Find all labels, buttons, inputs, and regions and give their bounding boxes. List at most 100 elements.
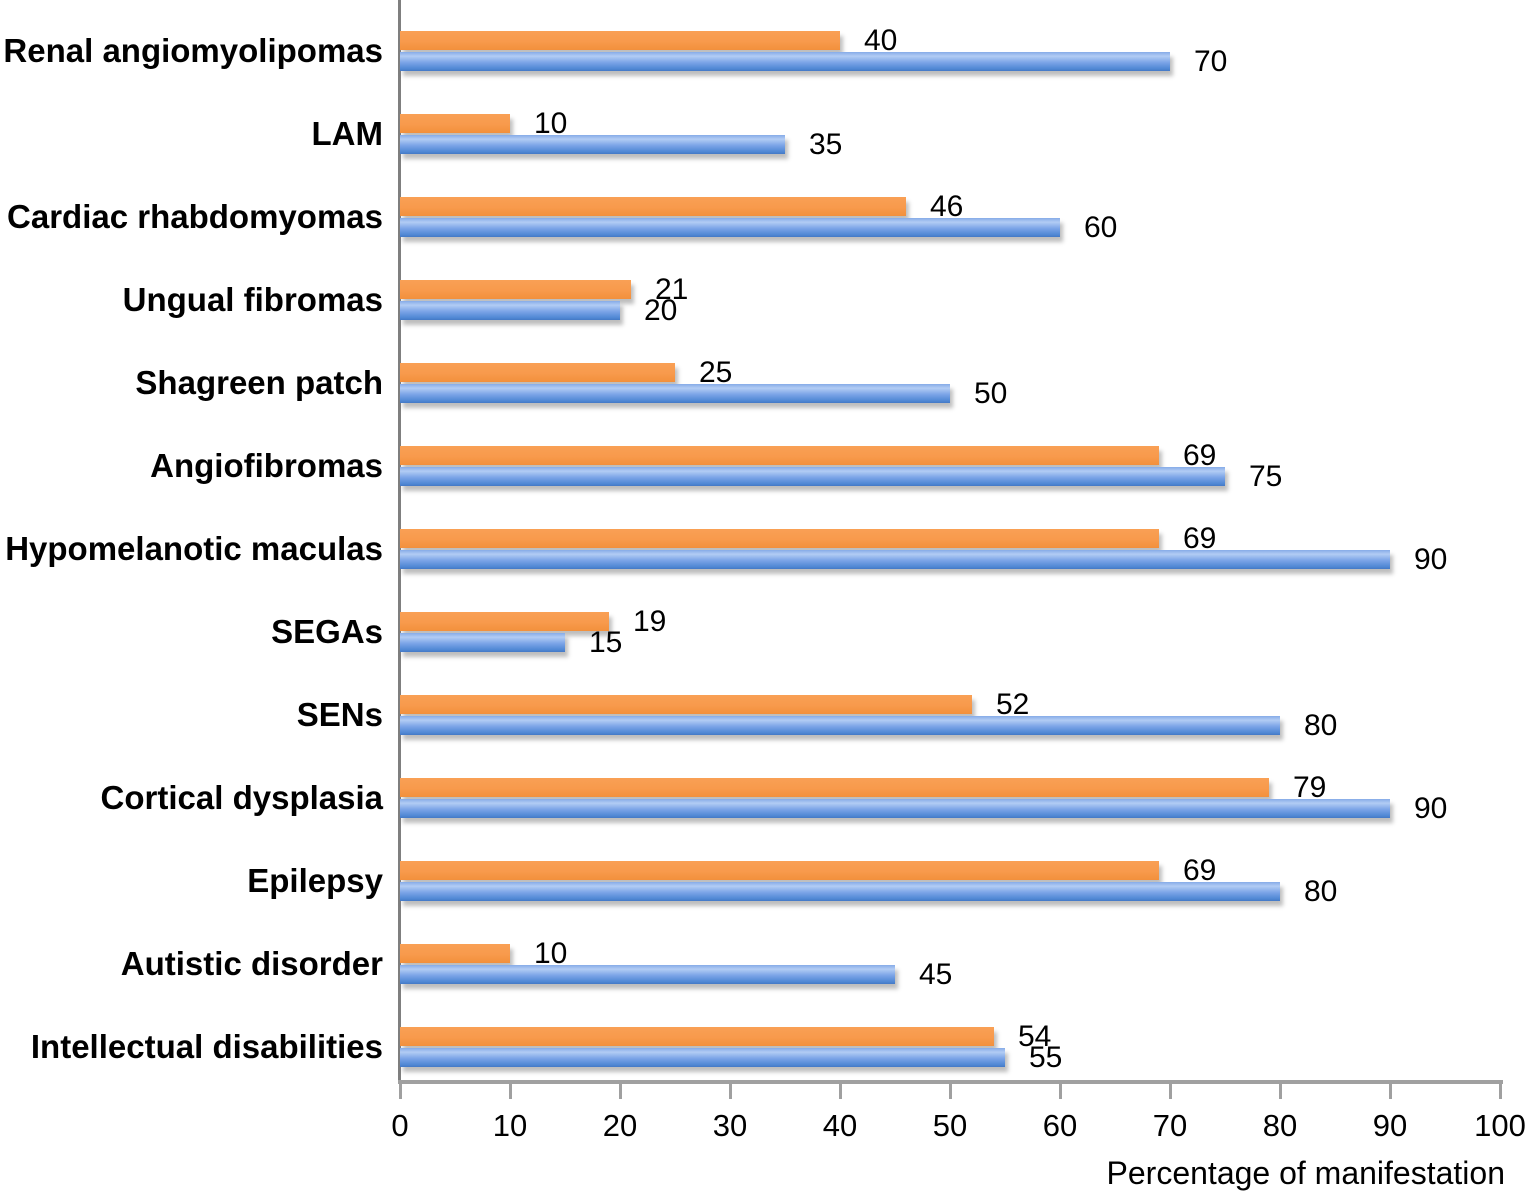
x-axis-tick-mark <box>399 1084 402 1099</box>
bar-value-label: 45 <box>919 958 953 991</box>
bar-row: 70 <box>400 45 1500 78</box>
bar-row: 55 <box>400 1041 1500 1074</box>
bar-value-label: 19 <box>633 605 667 638</box>
bar-row: 69 <box>400 441 1500 471</box>
bar-value-label: 15 <box>589 626 623 659</box>
bar-value-label: 10 <box>534 107 568 140</box>
bar-value-label: 70 <box>1194 45 1228 78</box>
bar-row: 60 <box>400 211 1500 244</box>
bar-row: 15 <box>400 626 1500 659</box>
bar-value-label: 90 <box>1414 543 1448 576</box>
bar-series-blue <box>400 218 1060 237</box>
x-axis-tick-mark <box>839 1084 842 1099</box>
bar-value-label: 40 <box>864 24 898 57</box>
x-axis-tick-mark <box>1059 1084 1062 1099</box>
x-axis-title: Percentage of manifestation <box>1106 1155 1505 1191</box>
x-axis-tick-label: 50 <box>932 1108 968 1143</box>
bar-series-orange <box>400 197 906 216</box>
bar-group: 10 35 <box>400 107 1500 160</box>
x-axis-tick-mark <box>1499 1084 1502 1099</box>
bar-row: 79 <box>400 771 1500 804</box>
x-axis-tick-label: 10 <box>492 1108 528 1143</box>
x-axis-tick-mark <box>729 1084 732 1099</box>
x-axis-tick-mark <box>1169 1084 1172 1099</box>
bar-row: 40 <box>400 24 1500 57</box>
bar-series-orange <box>400 695 972 714</box>
bar-series-blue <box>400 965 895 984</box>
bar-value-label: 90 <box>1414 792 1448 825</box>
bar-value-label: 10 <box>534 937 568 970</box>
x-axis-tick-mark <box>1389 1084 1392 1099</box>
bar-row: 19 <box>400 605 1500 638</box>
bar-group: 19 15 <box>400 605 1500 659</box>
x-axis-tick-mark <box>949 1084 952 1099</box>
category-label: Angiofibromas <box>150 447 383 484</box>
bar-series-blue <box>400 716 1280 735</box>
x-axis-tick-label: 40 <box>822 1108 858 1143</box>
x-axis-tick-label: 90 <box>1372 1108 1408 1143</box>
x-axis-tick-mark <box>509 1084 512 1099</box>
category-label: Shagreen patch <box>135 364 383 401</box>
bar-row: 75 <box>400 460 1500 493</box>
bar-group: 10 45 <box>400 937 1500 991</box>
bar-value-label: 20 <box>644 294 678 327</box>
bar-value-label: 60 <box>1084 211 1118 244</box>
bar-series-orange <box>400 114 510 133</box>
bar-row: 90 <box>400 543 1500 576</box>
x-axis-tick-label: 60 <box>1042 1108 1078 1143</box>
x-axis-tick-label: 0 <box>391 1108 409 1143</box>
bar-series-orange <box>400 280 631 299</box>
x-axis-tick-label: 30 <box>712 1108 748 1143</box>
bar-row: 21 <box>400 275 1500 305</box>
category-label: Renal angiomyolipomas <box>3 32 383 69</box>
bar-row: 10 <box>400 107 1500 140</box>
bar-value-label: 55 <box>1029 1041 1063 1074</box>
bar-series-blue <box>400 467 1225 486</box>
bar-value-label: 50 <box>974 377 1008 410</box>
bar-group: 52 80 <box>400 688 1500 742</box>
bar-series-blue <box>400 799 1390 818</box>
y-axis-line <box>398 0 401 1083</box>
bar-series-blue <box>400 52 1170 71</box>
category-label: Ungual fibromas <box>122 281 383 318</box>
bar-series-blue <box>400 135 785 154</box>
category-label: Cortical dysplasia <box>100 779 383 816</box>
category-label: Cardiac rhabdomyomas <box>7 198 383 235</box>
bar-row: 90 <box>400 792 1500 825</box>
bar-value-label: 80 <box>1304 875 1338 908</box>
x-axis-tick-label: 20 <box>602 1108 638 1143</box>
x-axis-tick-label: 70 <box>1152 1108 1188 1143</box>
bar-value-label: 52 <box>996 688 1030 721</box>
bar-series-orange <box>400 31 840 50</box>
x-axis-tick-label: 80 <box>1262 1108 1298 1143</box>
bar-series-orange <box>400 612 609 631</box>
bar-row: 46 <box>400 190 1500 223</box>
bar-group: 25 50 <box>400 358 1500 410</box>
bar-series-blue <box>400 384 950 403</box>
bar-group: 40 70 <box>400 24 1500 78</box>
bar-series-blue <box>400 882 1280 901</box>
category-label: SEGAs <box>271 613 383 650</box>
bar-series-orange <box>400 446 1159 465</box>
bar-row: 52 <box>400 688 1500 721</box>
x-axis-tick-label: 100 <box>1474 1108 1526 1143</box>
bar-row: 80 <box>400 709 1500 742</box>
bar-series-orange <box>400 778 1269 797</box>
bar-value-label: 79 <box>1293 771 1327 804</box>
bar-series-orange <box>400 363 675 382</box>
bar-group: 69 90 <box>400 522 1500 576</box>
bar-group: 21 20 <box>400 275 1500 327</box>
bar-value-label: 80 <box>1304 709 1338 742</box>
category-label: Hypomelanotic maculas <box>5 530 383 567</box>
bar-value-label: 46 <box>930 190 964 223</box>
bar-row: 20 <box>400 294 1500 327</box>
bar-row: 54 <box>400 1022 1500 1052</box>
bar-value-label: 75 <box>1249 460 1283 493</box>
bar-value-label: 69 <box>1183 522 1217 555</box>
x-axis-tick-mark <box>1279 1084 1282 1099</box>
category-label: Autistic disorder <box>120 945 383 982</box>
bar-group: 69 80 <box>400 856 1500 908</box>
bar-row: 25 <box>400 358 1500 388</box>
bar-row: 69 <box>400 856 1500 886</box>
